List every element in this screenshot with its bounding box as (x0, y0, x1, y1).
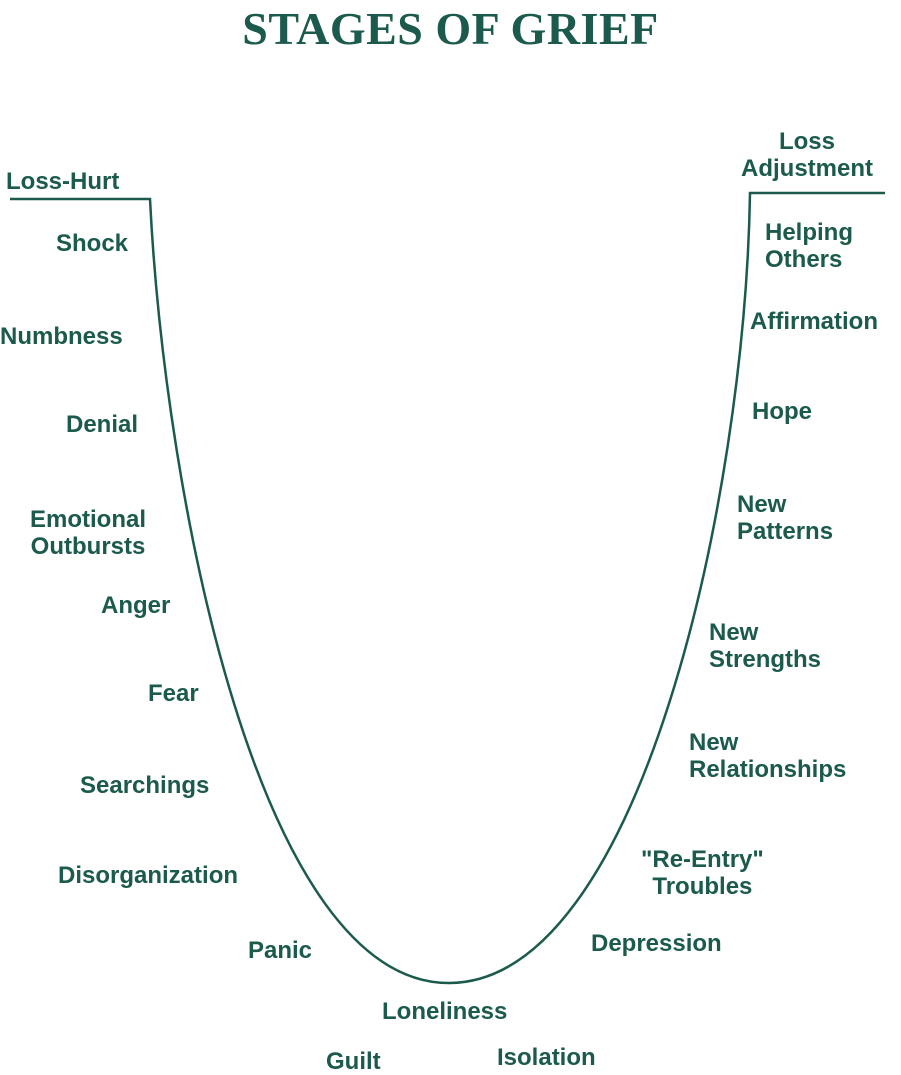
stage-fear: Fear (148, 680, 199, 707)
stage-new-patterns: New Patterns (737, 491, 834, 545)
stage-numbness: Numbness (0, 323, 123, 350)
stage-emotional-outbursts: Emotional Outbursts (30, 506, 147, 560)
stage-new-strengths: New Strengths (709, 619, 822, 673)
stage-anger: Anger (101, 592, 171, 619)
stage-shock: Shock (56, 230, 129, 257)
stage-affirmation: Affirmation (750, 308, 878, 335)
stage-new-relationships: New Relationships (689, 729, 847, 783)
stage-hope: Hope (752, 398, 812, 425)
stage-helping-others: Helping Others (765, 219, 853, 273)
stage-guilt: Guilt (326, 1048, 381, 1075)
stage-searchings: Searchings (80, 772, 210, 799)
stage-depression: Depression (591, 930, 722, 957)
page-title: STAGES OF GRIEF (242, 3, 659, 54)
label-loss-adjustment: Loss Adjustment (741, 128, 873, 182)
stage-re-entry-troubles: "Re-Entry" Troubles (641, 846, 764, 900)
stage-denial: Denial (66, 411, 139, 438)
label-loss-hurt: Loss-Hurt (6, 168, 120, 195)
grief-curve-path (10, 191, 885, 985)
stage-isolation: Isolation (497, 1044, 596, 1071)
stage-panic: Panic (248, 937, 313, 964)
stage-disorganization: Disorganization (58, 862, 239, 889)
stage-loneliness: Loneliness (382, 998, 508, 1025)
